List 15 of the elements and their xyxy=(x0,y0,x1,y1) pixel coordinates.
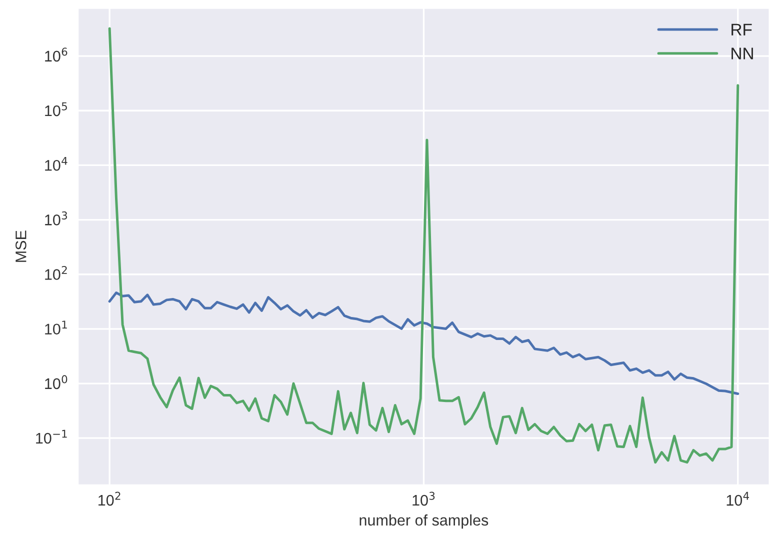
y-tick-label: 10$^{3}$ xyxy=(45,211,68,226)
legend-label: NN xyxy=(732,48,753,60)
y-tick-label: 10$^{5}$ xyxy=(45,102,67,116)
legend-label: RF xyxy=(732,24,752,36)
y-tick-label: 10$^{2}$ xyxy=(45,266,67,280)
y-axis-title: MSE xyxy=(16,230,26,262)
y-tick-label: 10$^{4}$ xyxy=(45,156,68,171)
y-tick-label: 10$^{−1}$ xyxy=(36,430,67,444)
y-tick-label: 10$^{6}$ xyxy=(45,48,68,62)
x-axis-title: number of samples xyxy=(360,514,488,529)
y-tick-label: 10$^{1}$ xyxy=(45,320,67,335)
y-tick-label: 10$^{0}$ xyxy=(45,375,68,390)
x-tick-label: 10$^{4}$ xyxy=(726,492,749,506)
x-tick-label: 10$^{2}$ xyxy=(98,492,120,506)
x-tick-label: 10$^{3}$ xyxy=(412,492,435,506)
